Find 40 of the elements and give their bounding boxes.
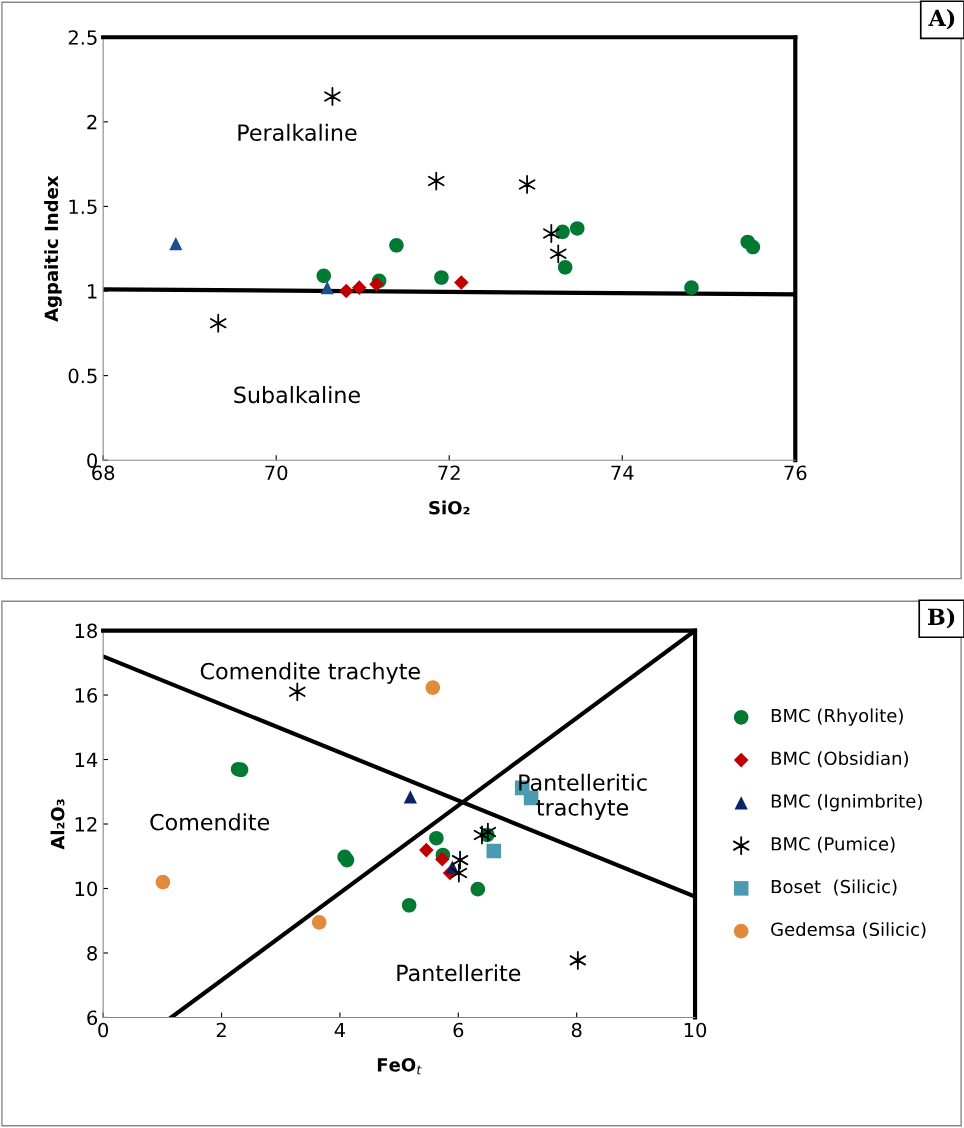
text: A) xyxy=(928,9,955,30)
legend-label: BMC (Rhyolite) xyxy=(771,708,903,726)
x-tick-label: 74 xyxy=(611,465,634,480)
x-tick-label: 8 xyxy=(571,1022,582,1038)
y-tick-label: 10 xyxy=(75,881,97,897)
x-tick-label: 0 xyxy=(98,1022,109,1038)
y-tick-label: 1.5 xyxy=(69,199,97,215)
legend-label: BMC (Ignimbrite) xyxy=(771,793,922,812)
x-tick-label: 76 xyxy=(784,465,807,481)
legend-label: BMC (Obsidian) xyxy=(771,751,909,768)
legend-label: Boset (Silicic) xyxy=(771,879,897,896)
y-tick-label: 12 xyxy=(75,816,97,832)
y-tick-label: 0.5 xyxy=(68,368,97,384)
y-tick-label: 8 xyxy=(87,945,97,961)
y-axis-title: Agpaitic Index xyxy=(44,175,62,322)
y-tick-label: 16 xyxy=(75,687,98,703)
y-axis-title: Al₂O₃ xyxy=(50,799,65,850)
x-axis-title: SiO₂ xyxy=(429,500,470,515)
y-tick-label: 2.5 xyxy=(68,30,97,45)
text: B) xyxy=(928,607,955,629)
annotation: Comendite trachyte xyxy=(200,662,420,684)
legend-label: Gedemsa (Silicic) xyxy=(771,922,926,939)
annotation: Pantellerite xyxy=(397,964,521,982)
x-tick-label: 10 xyxy=(684,1022,707,1038)
y-tick-label: 14 xyxy=(75,752,98,767)
x-tick-label: 4 xyxy=(334,1022,345,1038)
y-tick-label: 6 xyxy=(87,1010,98,1026)
y-tick-label: 1 xyxy=(88,284,97,299)
x-axis-title: FeO$_{t}$ xyxy=(377,1057,422,1075)
annotation: Pantelleritic trachyte xyxy=(519,773,647,821)
y-tick-label: 2 xyxy=(87,114,97,130)
x-tick-label: 70 xyxy=(265,465,288,481)
legend-label: BMC (Pumice) xyxy=(771,836,895,853)
x-tick-label: 6 xyxy=(453,1022,464,1038)
x-tick-label: 2 xyxy=(216,1022,226,1038)
x-tick-label: 72 xyxy=(438,465,460,480)
annotation: Peralkaline xyxy=(238,123,357,141)
y-tick-label: 18 xyxy=(75,623,97,639)
annotation: Subalkaline xyxy=(234,386,360,404)
annotation: Comendite xyxy=(150,813,270,831)
